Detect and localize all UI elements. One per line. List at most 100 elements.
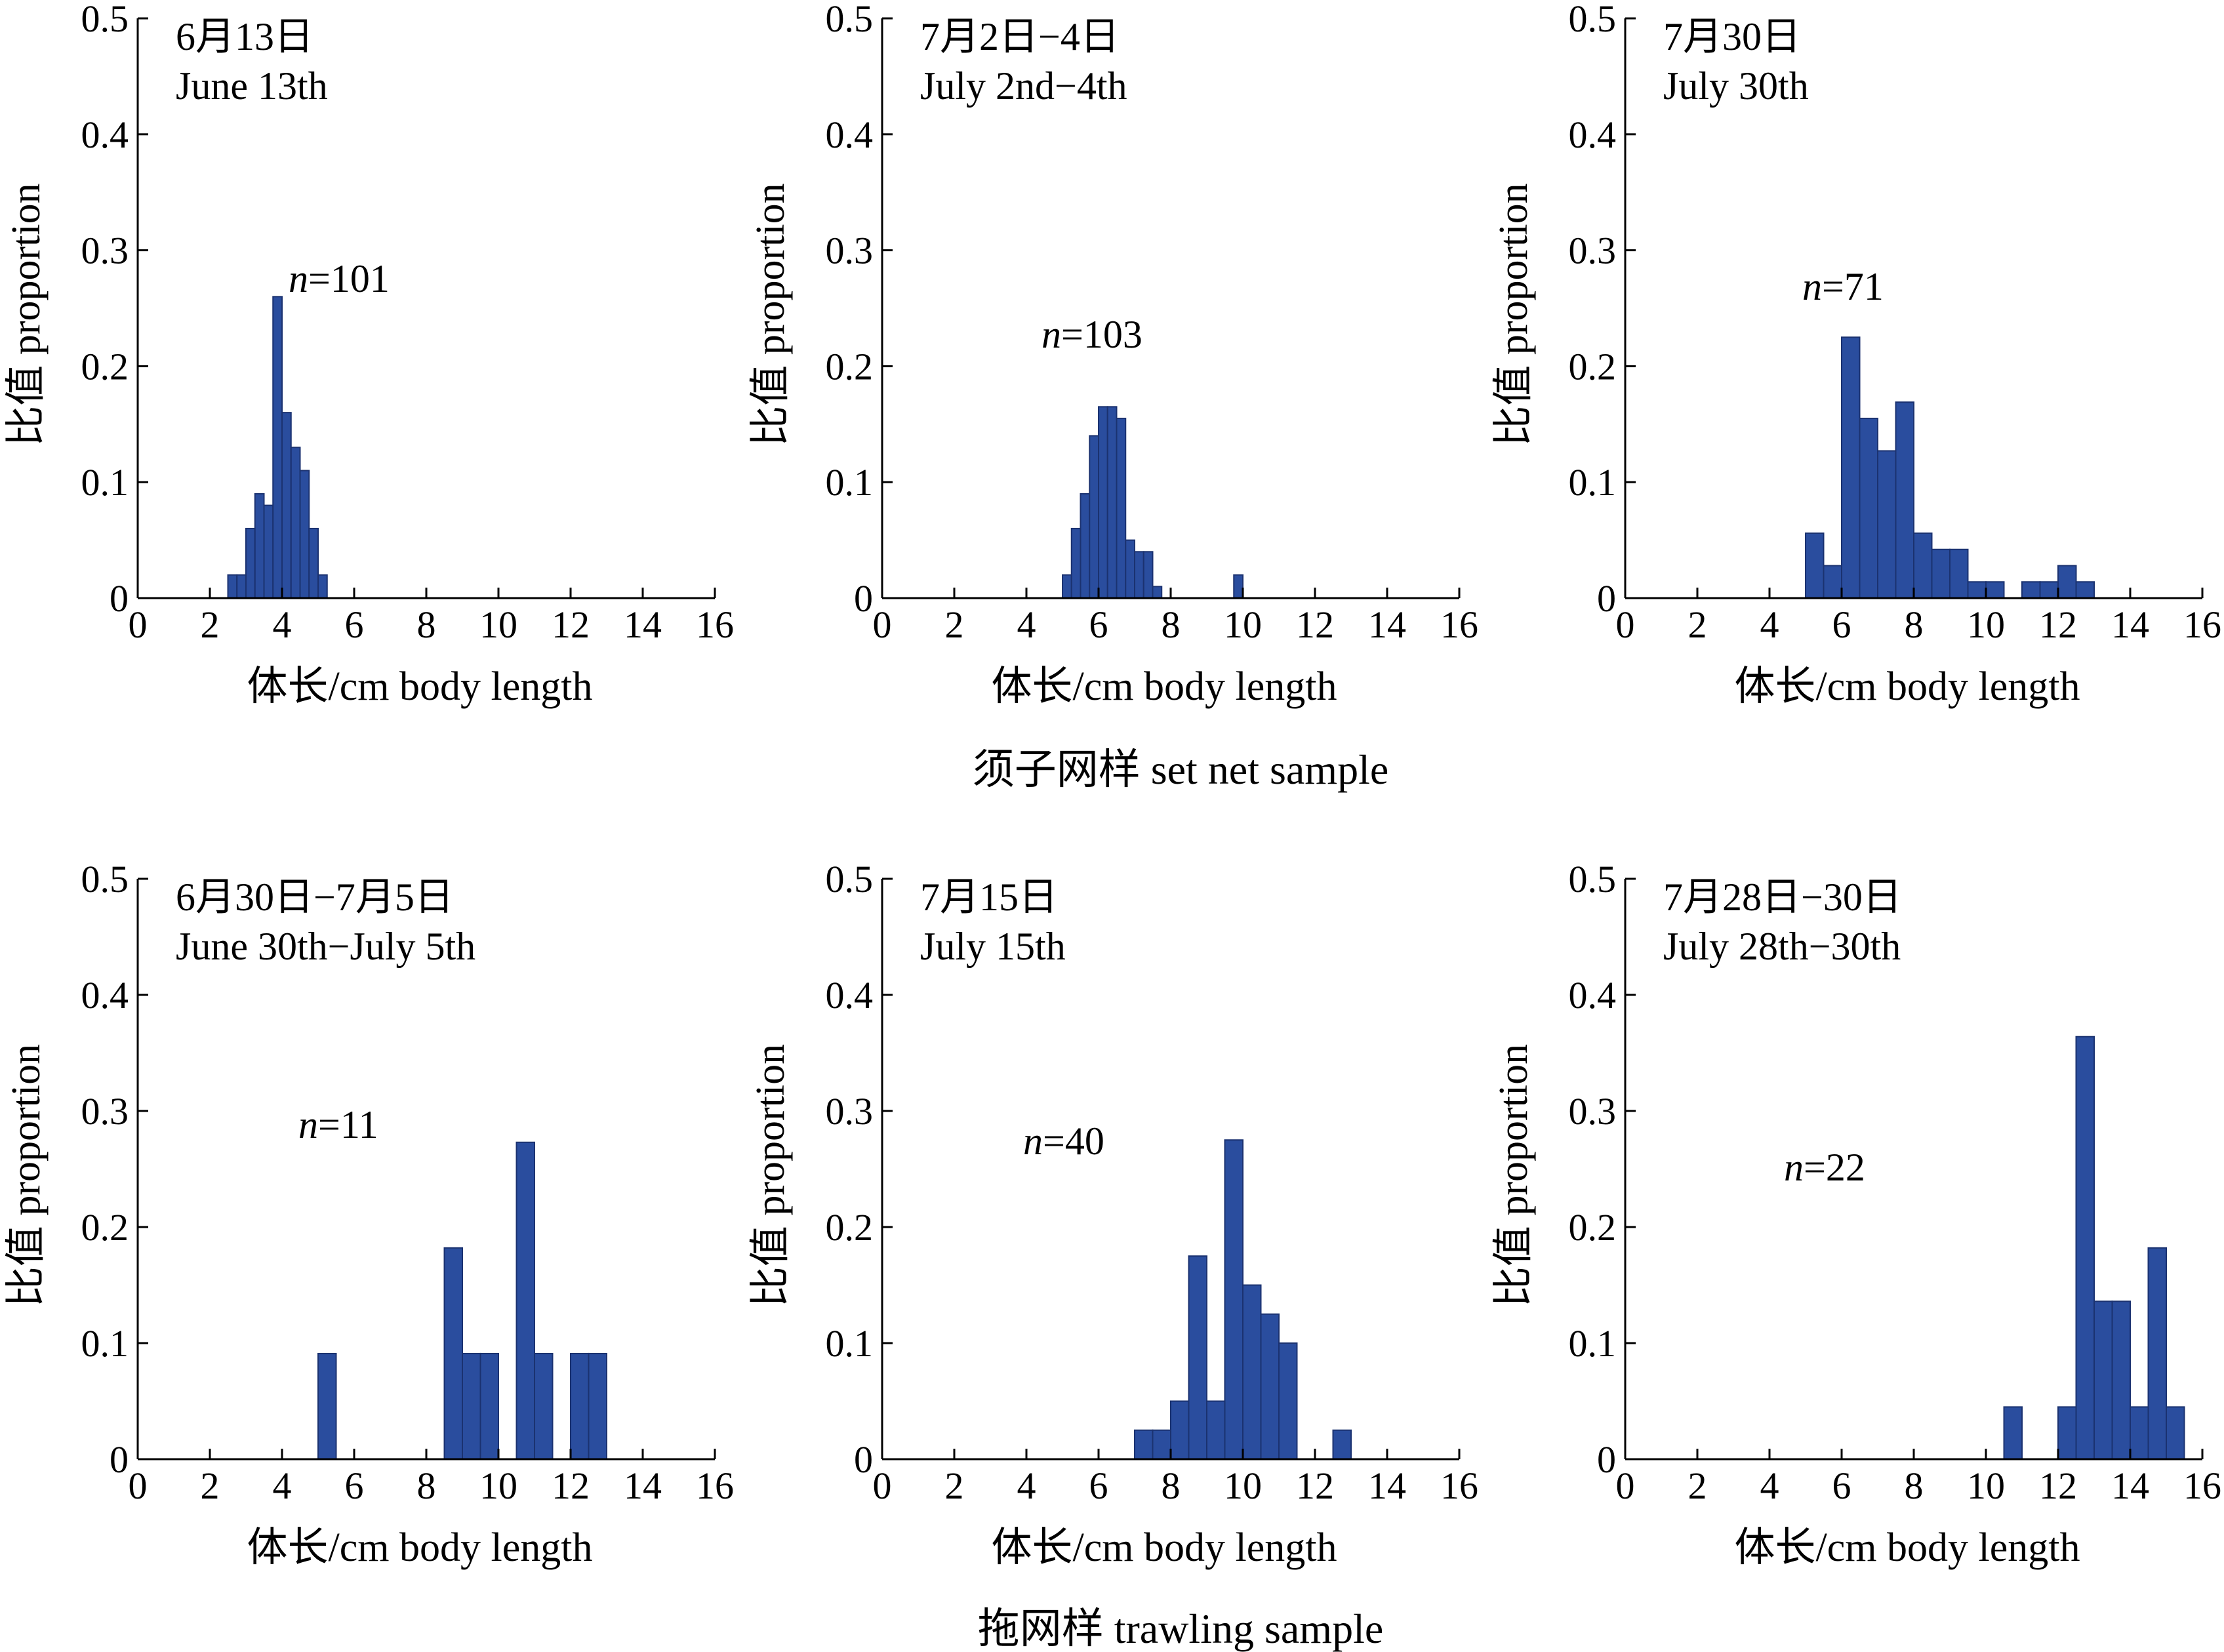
sample-size-label: n=103 [1041,313,1142,356]
y-tick-label: 0.5 [81,0,129,40]
histogram-bar [1985,581,2005,599]
sample-size-label: n=22 [1784,1146,1865,1189]
x-tick-label: 4 [1017,603,1036,646]
histogram-bar [272,296,283,599]
date-label-en: June 13th [176,64,328,108]
histogram-bar [2130,1406,2149,1461]
x-tick-label: 8 [1162,1464,1181,1507]
x-tick-label: 8 [417,603,436,646]
histogram-bar [1895,401,1914,599]
histogram-bar [2057,565,2077,599]
y-tick-label: 0.3 [1569,1090,1617,1133]
histogram-bar [254,493,265,599]
x-tick-label: 6 [345,603,364,646]
x-tick-label: 14 [624,1464,662,1507]
y-tick-label: 0.3 [826,230,874,272]
histogram-bar [1260,1313,1280,1460]
histogram-bar [1913,532,1933,599]
x-tick-label: 0 [1616,1464,1635,1507]
histogram-bar [534,1352,554,1460]
histogram-bar [1070,527,1082,599]
date-label-en: July 15th [920,925,1066,968]
x-tick-label: 12 [1296,1464,1334,1507]
y-tick-label: 0.2 [1569,1206,1617,1249]
x-axis-label: 体长/cm body length [1735,1525,2080,1570]
x-tick-label: 2 [1688,1464,1707,1507]
x-tick-label: 14 [1368,1464,1406,1507]
histogram-bar [281,412,292,599]
x-tick-label: 0 [873,603,892,646]
y-tick-label: 0.2 [826,345,874,388]
date-label-en: July 30th [1663,64,1809,108]
y-tick-label: 0 [1597,1438,1616,1481]
x-tick-label: 4 [1017,1464,1036,1507]
histogram-bar [1134,551,1144,599]
x-tick-label: 16 [1440,1464,1478,1507]
histogram-bar [2075,581,2095,599]
histogram-bar [1332,1429,1352,1460]
histogram-bar [462,1352,481,1460]
x-tick-label: 4 [1760,603,1779,646]
y-tick-label: 0.5 [1569,0,1617,40]
histogram-bar [2075,1036,2095,1460]
x-tick-label: 8 [417,1464,436,1507]
histogram-bar [1859,417,1878,599]
x-tick-label: 16 [696,1464,734,1507]
y-tick-label: 0.3 [81,1090,129,1133]
histogram-bar [2093,1300,2113,1461]
y-tick-label: 0.2 [81,1206,129,1249]
y-tick-label: 0.4 [826,113,874,156]
y-tick-label: 0.4 [81,113,129,156]
histogram-bar [443,1247,463,1460]
x-tick-label: 12 [1296,603,1334,646]
histogram-panel-5: 0 2 4 6 8 10 12 14 16 0 0.1 0.2 0.3 0.4 0.5 体长/cm body … [748,858,1478,1570]
x-axis-label: 体长/cm body length [247,1525,593,1570]
x-tick-label: 6 [1832,603,1851,646]
y-tick-label: 0.4 [826,974,874,1017]
histogram-bar [1152,586,1163,599]
histogram-bar [1206,1400,1226,1460]
sample-size-label: n=71 [1802,265,1884,308]
histogram-bar [1142,551,1154,599]
x-tick-label: 12 [552,603,590,646]
y-tick-label: 0.2 [826,1206,874,1249]
histogram-bar [1170,1400,1190,1460]
x-tick-label: 2 [201,1464,220,1507]
histogram-panel-1: 0 2 4 6 8 10 12 14 16 0 0.1 0.2 0.3 0.4 0.5 体长/cm body … [4,0,734,709]
histogram-bar [1278,1342,1298,1460]
x-axis-label: 体长/cm body length [992,664,1337,709]
x-tick-label: 0 [129,603,148,646]
histogram-bar [1188,1255,1207,1460]
x-tick-label: 10 [1224,1464,1262,1507]
histogram-bar [570,1352,590,1460]
histogram-bar [2111,1300,2131,1461]
y-tick-label: 0.1 [826,1322,874,1365]
x-axis-label: 体长/cm body length [1735,664,2080,709]
x-tick-label: 14 [2111,603,2149,646]
histogram-bar [2021,581,2041,599]
histogram-bar [1098,406,1108,599]
x-tick-label: 10 [479,603,517,646]
x-tick-label: 6 [345,1464,364,1507]
x-axis-label: 体长/cm body length [247,664,593,709]
histogram-bar [1106,406,1118,599]
y-tick-label: 0 [1597,577,1616,620]
x-tick-label: 4 [1760,1464,1779,1507]
x-tick-label: 16 [1440,603,1478,646]
x-tick-label: 12 [2039,603,2077,646]
x-tick-label: 10 [1224,603,1262,646]
histogram-bar [588,1352,607,1460]
histogram-bar [227,574,238,599]
histogram-panel-3: 0 2 4 6 8 10 12 14 16 0 0.1 0.2 0.3 0.4 0.5 体长/cm body … [1491,0,2221,709]
histogram-bar [1089,435,1099,599]
y-tick-label: 0.5 [826,858,874,900]
date-label-cn: 7月2日−4日 [920,15,1120,58]
y-tick-label: 0.5 [81,858,129,900]
sample-size-label: n=11 [298,1103,378,1146]
histogram-bar [1949,548,1969,599]
x-tick-label: 6 [1832,1464,1851,1507]
x-tick-label: 16 [696,603,734,646]
histogram-bar [299,470,310,599]
date-label-cn: 6月13日 [176,15,313,58]
